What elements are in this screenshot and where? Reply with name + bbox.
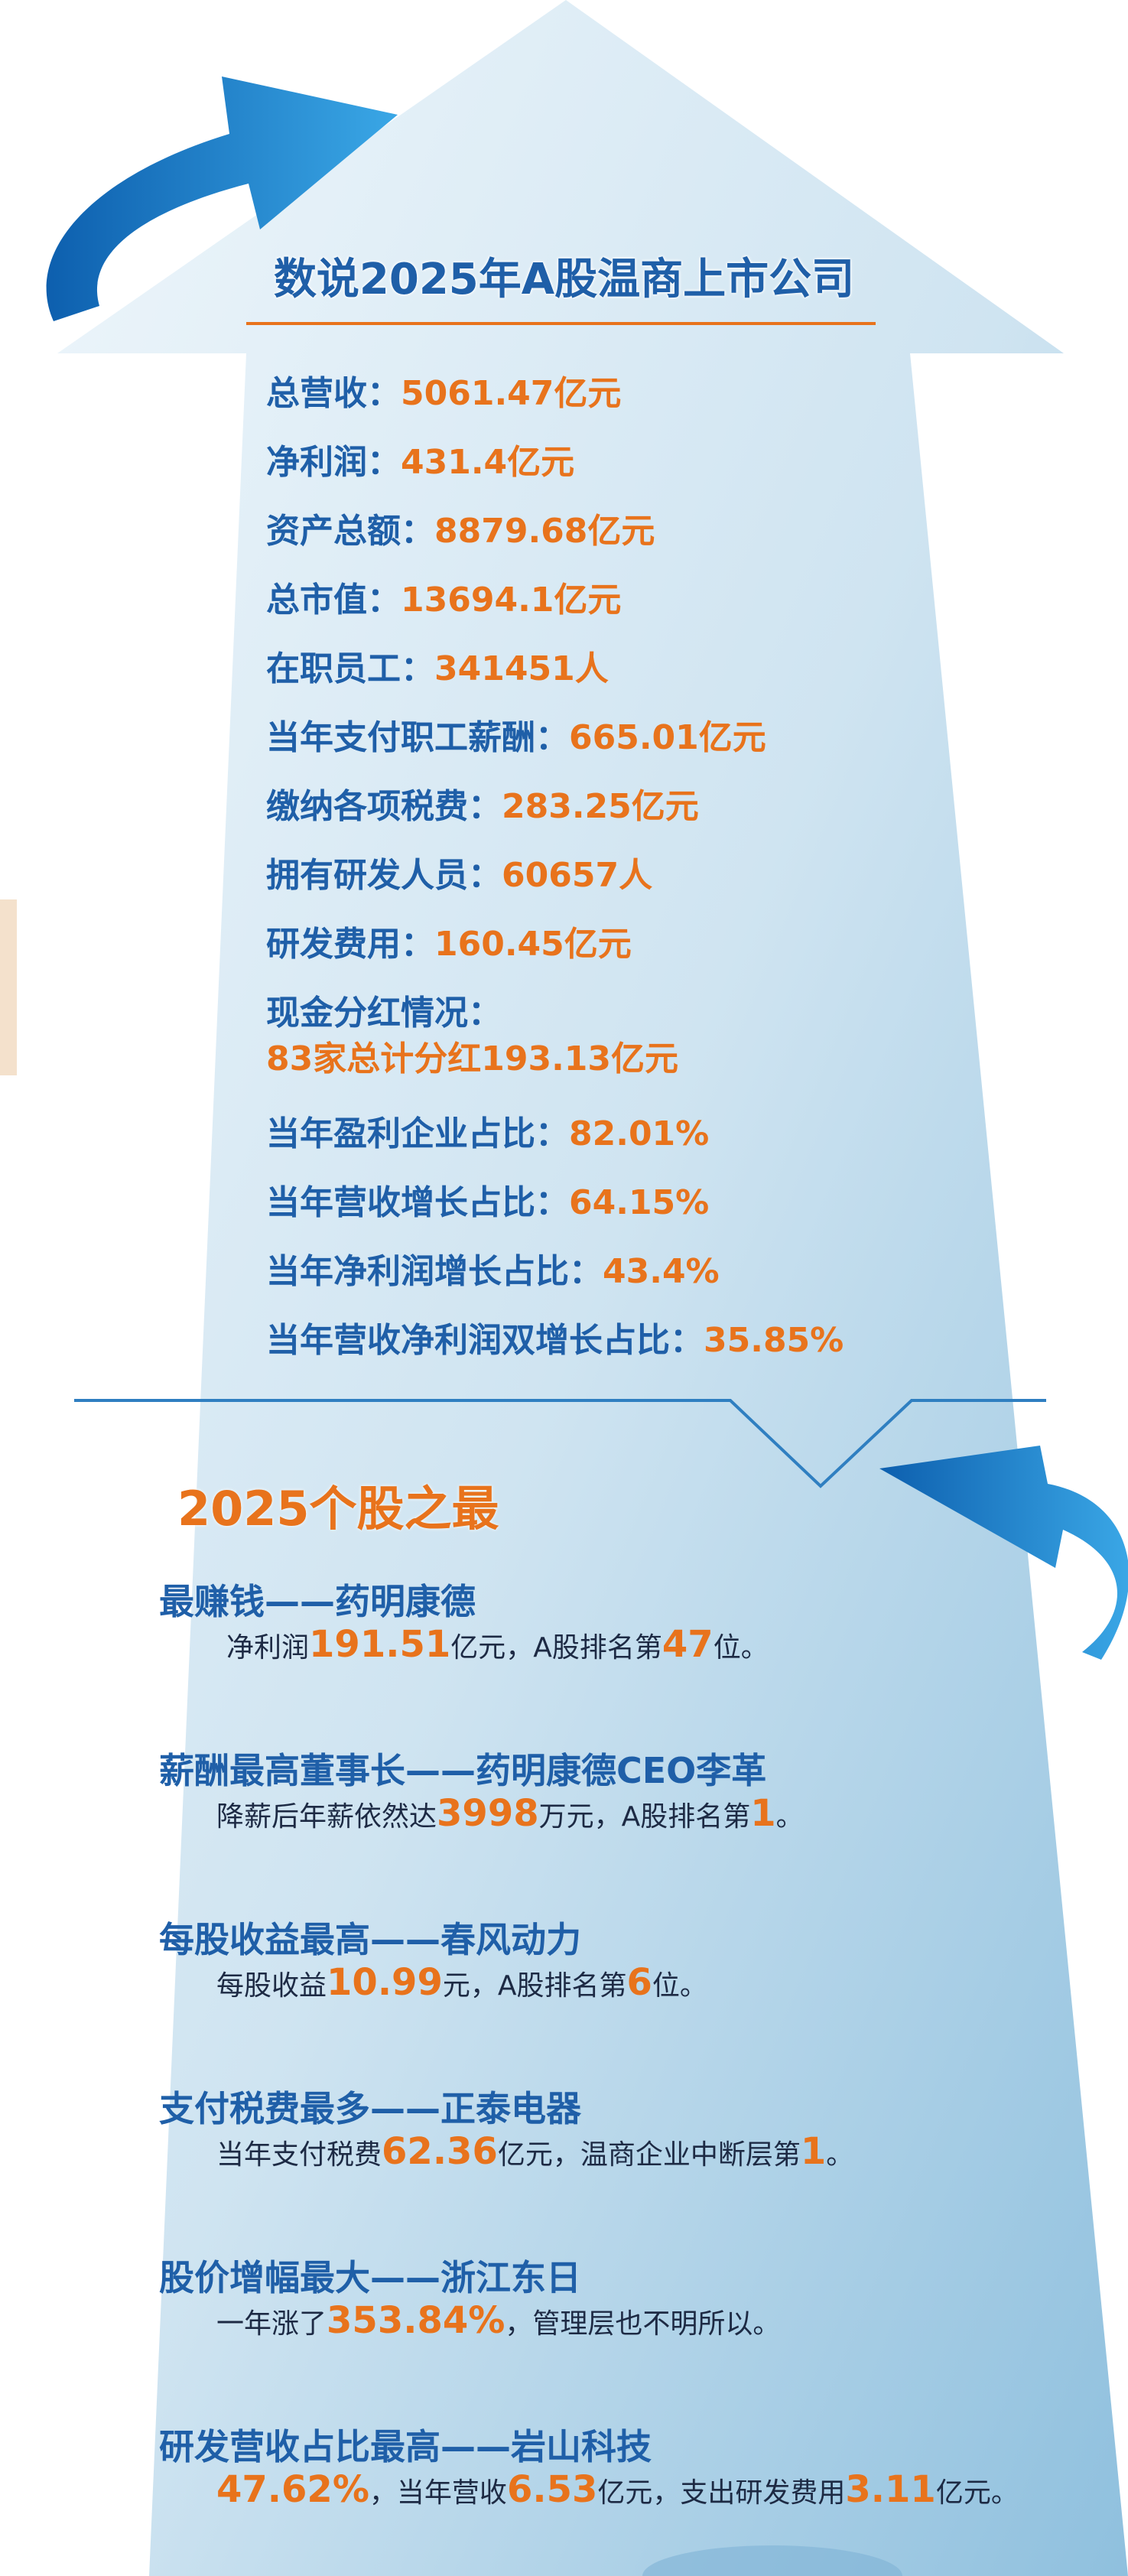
stat-value: 43.4% bbox=[603, 1252, 720, 1291]
stat-row: 在职员工：341451人 bbox=[266, 646, 609, 692]
side-tab bbox=[0, 899, 17, 1075]
record-plain: ，管理层也不明所以。 bbox=[505, 2308, 781, 2340]
record-number: 47.62% bbox=[216, 2468, 369, 2511]
stat-row: 研发费用：160.45亿元 bbox=[266, 922, 632, 968]
record-plain: 降薪后年薪依然达 bbox=[216, 1801, 437, 1833]
record-number: 3998 bbox=[437, 1792, 539, 1835]
ribbon-arrow-bottom bbox=[879, 1446, 1128, 1660]
record-line: 降薪后年薪依然达3998万元，A股排名第1。 bbox=[216, 1792, 804, 1835]
stat-row: 缴纳各项税费：283.25亿元 bbox=[266, 784, 699, 830]
record-number: 1 bbox=[750, 1792, 776, 1835]
stat-label: 现金分红情况： bbox=[266, 994, 502, 1033]
record-number: 10.99 bbox=[327, 1961, 443, 2004]
stat-value: 160.45亿元 bbox=[434, 925, 632, 964]
record-number: 6.53 bbox=[506, 2468, 598, 2511]
record-line: 一年涨了353.84%，管理层也不明所以。 bbox=[216, 2299, 780, 2342]
stat-row: 现金分红情况： 83家总计分红193.13亿元 bbox=[266, 990, 678, 1082]
stat-label: 当年净利润增长占比： bbox=[266, 1252, 603, 1291]
record-plain: 亿元，支出研发费用 bbox=[597, 2477, 846, 2509]
record-title: 股价增幅最大——浙江东日 bbox=[159, 2257, 581, 2298]
stat-value: 83家总计分红193.13亿元 bbox=[266, 1039, 679, 1078]
map-decoration bbox=[642, 2545, 902, 2576]
stat-label: 当年营收净利润双增长占比： bbox=[266, 1321, 704, 1360]
record-number: 62.36 bbox=[382, 2130, 498, 2173]
record-title: 研发营收占比最高——岩山科技 bbox=[159, 2426, 652, 2467]
stat-row: 净利润：431.4亿元 bbox=[266, 440, 574, 486]
stat-label: 当年营收增长占比： bbox=[266, 1183, 569, 1222]
record-plain: 一年涨了 bbox=[216, 2308, 327, 2340]
stat-label: 研发费用： bbox=[266, 925, 434, 964]
stat-label: 当年盈利企业占比： bbox=[266, 1114, 569, 1153]
record-plain: 亿元。 bbox=[935, 2477, 1019, 2509]
stat-row: 当年净利润增长占比：43.4% bbox=[266, 1249, 720, 1295]
stat-value: 35.85% bbox=[704, 1321, 844, 1360]
stat-label: 净利润： bbox=[266, 443, 401, 482]
ribbon-arrow-top bbox=[46, 76, 398, 321]
record-line: 47.62%，当年营收6.53亿元，支出研发费用3.11亿元。 bbox=[216, 2468, 1019, 2511]
stat-value: 60657人 bbox=[502, 856, 653, 895]
stat-value: 341451人 bbox=[434, 649, 609, 688]
stat-value: 82.01% bbox=[569, 1114, 710, 1153]
record-plain: ，当年营收 bbox=[369, 2477, 507, 2509]
record-title: 薪酬最高董事长——药明康德CEO李革 bbox=[159, 1750, 767, 1791]
section-title: 2025个股之最 bbox=[177, 1481, 499, 1537]
stat-label: 拥有研发人员： bbox=[266, 856, 502, 895]
divider bbox=[74, 1399, 1046, 1488]
stat-row: 当年支付职工薪酬：665.01亿元 bbox=[266, 715, 766, 761]
record-plain: 。 bbox=[775, 1801, 804, 1833]
record-title: 支付税费最多——正泰电器 bbox=[159, 2088, 581, 2129]
record-plain: 每股收益 bbox=[216, 1970, 327, 2002]
record-plain: 净利润 bbox=[226, 1632, 310, 1664]
stat-label: 总市值： bbox=[266, 581, 401, 620]
stat-value: 13694.1亿元 bbox=[401, 581, 622, 620]
record-number: 47 bbox=[662, 1623, 714, 1666]
stat-value: 5061.47亿元 bbox=[401, 374, 622, 413]
record-plain: 。 bbox=[826, 2139, 854, 2171]
stat-label: 总营收： bbox=[266, 374, 401, 413]
stat-value: 431.4亿元 bbox=[401, 443, 575, 482]
stat-value: 665.01亿元 bbox=[569, 718, 766, 757]
stat-value: 8879.68亿元 bbox=[434, 512, 655, 551]
title: 数说2025年A股温商上市公司 bbox=[273, 255, 855, 304]
stat-row: 总营收：5061.47亿元 bbox=[266, 371, 621, 417]
stat-row: 拥有研发人员：60657人 bbox=[266, 853, 652, 899]
record-plain: 万元，A股排名第 bbox=[538, 1801, 751, 1833]
record-plain: 亿元，A股排名第 bbox=[450, 1632, 662, 1664]
stat-row: 总市值：13694.1亿元 bbox=[266, 577, 621, 623]
record-title: 每股收益最高——春风动力 bbox=[159, 1919, 581, 1960]
record-line: 当年支付税费62.36亿元，温商企业中断层第1。 bbox=[216, 2130, 853, 2173]
stat-value: 283.25亿元 bbox=[502, 787, 699, 826]
record-number: 1 bbox=[800, 2130, 827, 2173]
stat-row: 资产总额：8879.68亿元 bbox=[266, 509, 655, 555]
record-plain: 当年支付税费 bbox=[216, 2139, 382, 2171]
record-plain: 位。 bbox=[652, 1970, 707, 2002]
stat-label: 在职员工： bbox=[266, 649, 434, 688]
big-arrow bbox=[57, 0, 1128, 2576]
stat-label: 缴纳各项税费： bbox=[266, 787, 502, 826]
stat-row: 当年营收增长占比：64.15% bbox=[266, 1180, 709, 1226]
record-line: 净利润191.51亿元，A股排名第47位。 bbox=[226, 1623, 769, 1666]
record-plain: 位。 bbox=[713, 1632, 769, 1664]
stat-row: 当年盈利企业占比：82.01% bbox=[266, 1111, 709, 1157]
record-title: 最赚钱——药明康德 bbox=[159, 1581, 476, 1622]
stat-row: 当年营收净利润双增长占比：35.85% bbox=[266, 1318, 844, 1364]
record-number: 3.11 bbox=[845, 2468, 936, 2511]
stat-label: 当年支付职工薪酬： bbox=[266, 718, 569, 757]
record-line: 每股收益10.99元，A股排名第6位。 bbox=[216, 1961, 707, 2004]
record-number: 353.84% bbox=[327, 2299, 505, 2342]
record-number: 6 bbox=[626, 1961, 652, 2004]
record-plain: 亿元，温商企业中断层第 bbox=[497, 2139, 801, 2171]
stat-label: 资产总额： bbox=[266, 512, 434, 551]
record-number: 191.51 bbox=[309, 1623, 451, 1666]
stat-value: 64.15% bbox=[569, 1183, 710, 1222]
record-plain: 元，A股排名第 bbox=[442, 1970, 627, 2002]
